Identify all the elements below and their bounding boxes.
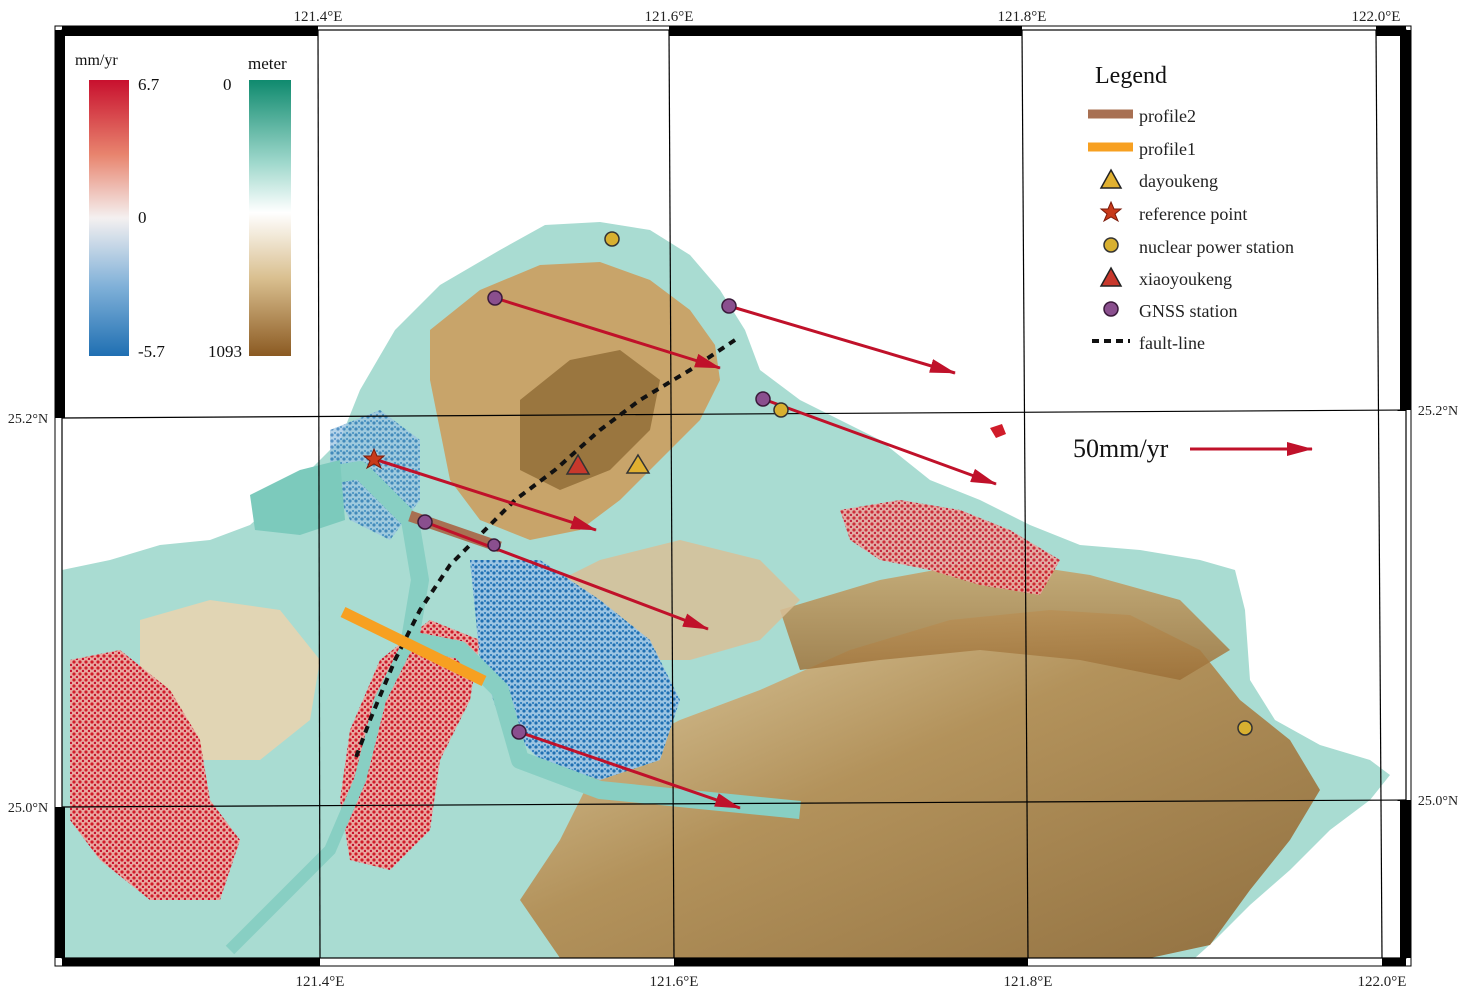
gnss-station [417,514,433,530]
velocity-arrow [373,457,597,532]
reference-point-star [362,447,386,470]
legend-label: GNSS station [1139,301,1238,321]
nuclear-power-station-2 [773,402,789,418]
legend-symbol-nuclear-power-station [1103,237,1119,253]
gnss-station [755,391,771,407]
gnss-station [721,298,737,314]
gnss-station [487,538,501,552]
scale-vector: 50mm/yr [1073,434,1313,463]
map-canvas [61,29,1407,959]
velocity-arrow [762,397,997,486]
islet [990,424,1006,438]
legend-label: xiaoyoukeng [1139,269,1232,289]
legend-symbol-reference-point [1099,200,1123,223]
uplift-zone-coast [840,500,1060,595]
lat-label-left: 25.0°N [8,801,48,816]
legend-symbol-dayoukeng [1099,168,1123,189]
legend-label: dayoukeng [1139,171,1218,191]
tamsui-river [298,461,801,819]
legend-title: Legend [1095,63,1167,89]
legend-label: profile2 [1139,106,1196,126]
velocity-min-label: -5.7 [138,342,165,361]
nuclear-power-station-3 [1237,720,1253,736]
port-area [250,460,345,535]
velocity-arrow [518,730,741,810]
xiaoyoukeng-marker [565,453,591,475]
elevation-colorbar: meter 0 1093 [208,54,291,361]
velocity-arrow [494,296,721,370]
gnss-station [511,724,527,740]
lat-label-left: 25.2°N [8,412,48,427]
velocity-max-label: 6.7 [138,75,160,94]
legend-symbol-xiaoyoukeng [1099,266,1123,287]
elevation-colorbar-unit: meter [248,54,287,73]
lon-label-bottom: 121.6°E [650,974,699,990]
map-frame [54,25,1412,967]
legend-label: reference point [1139,204,1247,224]
subsidence-zone-taipei [470,560,680,780]
elevation-top-label: 0 [223,75,232,94]
axis-labels: 121.4°E 121.6°E 121.8°E 122.0°E 121.4°E … [8,9,1458,990]
profile1-line [340,607,487,686]
lon-label-bottom: 121.4°E [296,974,345,990]
velocity-vectors [373,296,997,810]
eastern-ridges [780,560,1230,680]
legend-symbol-gnss-station [1103,301,1119,317]
lon-label-top: 122.0°E [1352,9,1401,25]
uplift-zone-sanchong [340,620,480,870]
legend-label: profile1 [1139,139,1196,159]
lon-label-bottom: 122.0°E [1358,974,1407,990]
velocity-colorbar: mm/yr 6.7 0 -5.7 [75,52,165,361]
lat-label-right: 25.0°N [1418,794,1458,809]
river-branch [225,637,416,955]
legend-label: fault-line [1139,333,1205,353]
nuclear-power-station-1 [604,231,620,247]
velocity-arrow [424,520,709,631]
gnss-station [487,290,503,306]
velocity-arrow [728,304,956,375]
dayoukeng-marker [625,453,651,474]
velocity-colorbar-unit: mm/yr [75,52,118,69]
southern-mountains [520,610,1320,958]
lon-label-top: 121.6°E [645,9,694,25]
velocity-zero-label: 0 [138,208,147,227]
lon-label-bottom: 121.8°E [1004,974,1053,990]
legend: Legend profile2 profile1 dayoukeng refer… [1088,63,1294,353]
graticule [61,29,1407,959]
legend-label: nuclear power station [1139,237,1294,257]
lon-label-top: 121.4°E [294,9,343,25]
elevation-bottom-label: 1093 [208,342,242,361]
uplift-zone-linkou [70,650,240,900]
scale-vector-label: 50mm/yr [1073,434,1169,463]
lon-label-top: 121.8°E [998,9,1047,25]
tatun-core [520,350,660,490]
fault-line [353,338,737,761]
lat-label-right: 25.2°N [1418,404,1458,419]
